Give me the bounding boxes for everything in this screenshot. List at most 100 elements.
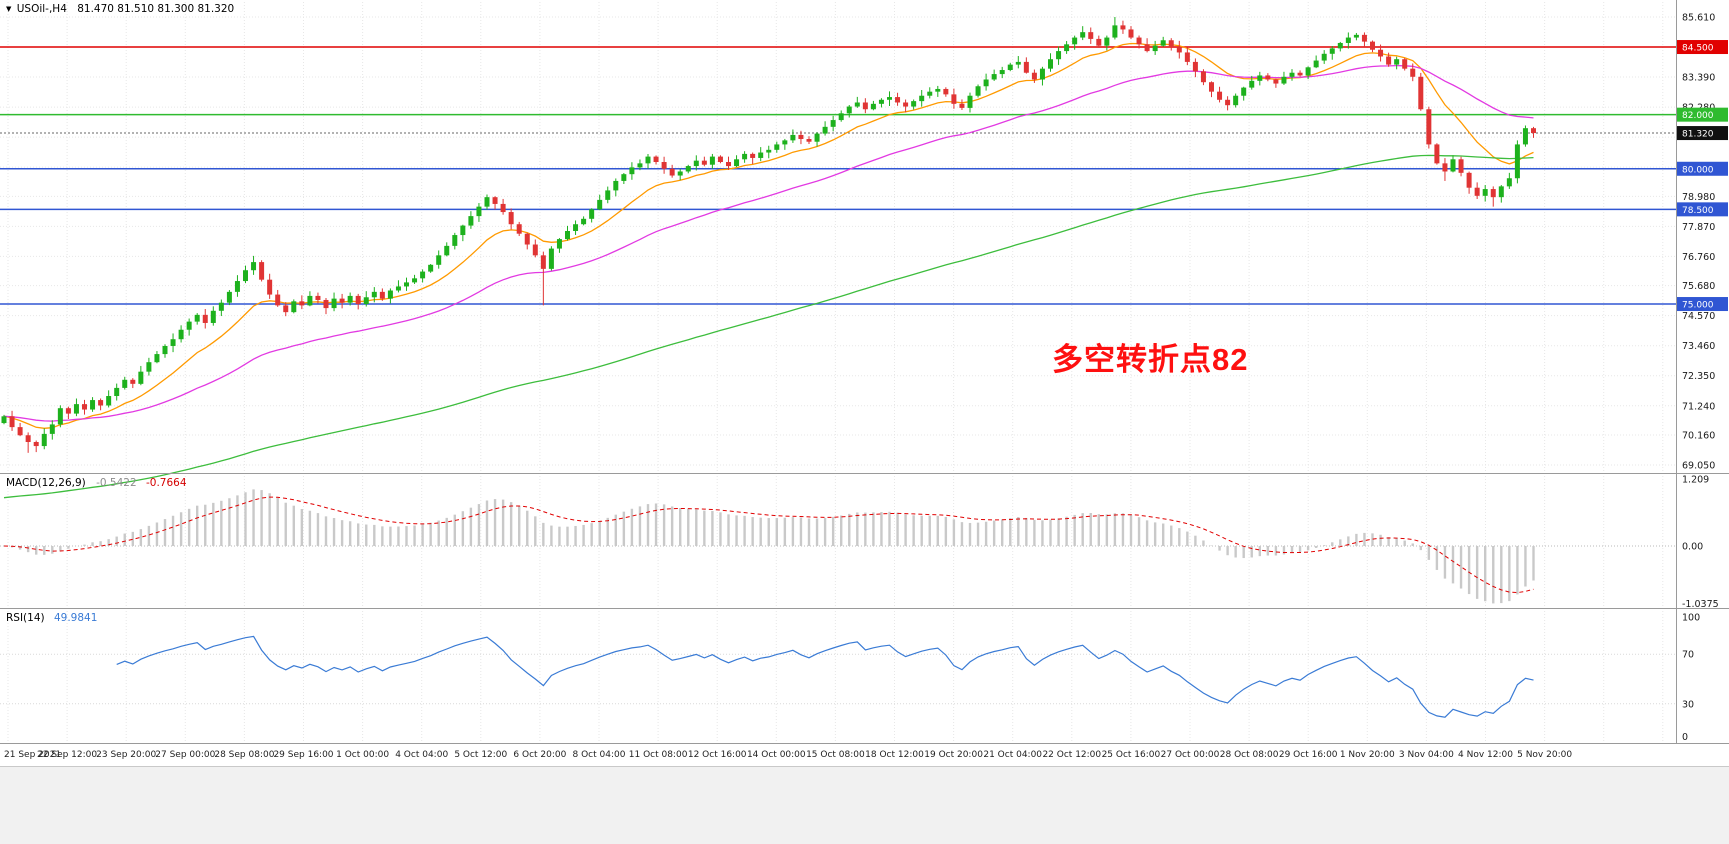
candle-body [283, 305, 289, 313]
macd-axis-label: 1.209 [1682, 475, 1709, 486]
candle-body [645, 156, 651, 164]
time-label: 22 Sep 12:00 [37, 750, 97, 760]
time-label: 8 Oct 04:00 [573, 750, 626, 760]
price-axis-label: 83.390 [1682, 73, 1715, 84]
candle-body [73, 404, 79, 414]
candle-body [653, 156, 659, 163]
candle-body [991, 74, 997, 80]
candle-body [1200, 71, 1206, 83]
candle-body [951, 94, 957, 104]
rsi-indicator-label: RSI(14) 49.9841 [6, 612, 97, 624]
candle-body [484, 197, 490, 207]
candle-body [1402, 59, 1408, 69]
time-label: 3 Nov 04:00 [1399, 750, 1454, 760]
candle-body [234, 281, 240, 292]
chart-text-annotation[interactable]: 多空转折点82 [1052, 342, 1249, 377]
candle-body [838, 113, 844, 121]
candle-body [476, 206, 482, 217]
candle-body [516, 224, 522, 234]
price-axis-label: 72.350 [1682, 371, 1715, 382]
candle-body [1048, 59, 1053, 69]
chart-canvas[interactable]: 85.61083.39082.28078.98077.87076.76075.6… [0, 0, 1729, 766]
candle-body [299, 301, 305, 306]
candle-body [629, 167, 635, 175]
candle-body [943, 88, 949, 95]
time-label: 21 Sep 2021 [4, 750, 61, 760]
candle-body [1305, 67, 1311, 76]
candle-body [1168, 40, 1174, 48]
candle-body [1, 416, 7, 424]
candle-body [468, 216, 474, 226]
candle-body [444, 245, 450, 256]
rsi-value: 49.9841 [53, 612, 98, 624]
collapse-triangle-icon[interactable]: ▼ [6, 5, 12, 13]
price-axis-marker-label: 78.500 [1682, 206, 1714, 216]
time-label: 21 Oct 04:00 [983, 750, 1042, 760]
candle-body [1273, 79, 1279, 84]
candle-body [379, 291, 385, 299]
candle-body [1522, 128, 1528, 145]
candle-body [669, 168, 675, 176]
time-label: 29 Sep 16:00 [273, 750, 333, 760]
candle-body [1466, 172, 1472, 188]
candle-body [975, 86, 981, 96]
price-axis-marker [1677, 126, 1728, 141]
chart-title: ▼ USOil-,H4 81.470 81.510 81.300 81.320 [6, 3, 234, 15]
candle-body [259, 262, 265, 280]
candle-body [830, 120, 836, 127]
candle-body [524, 233, 530, 245]
candle-body [1490, 189, 1496, 198]
candle-body [1120, 25, 1126, 30]
candle-body [1056, 51, 1062, 60]
time-label: 18 Oct 12:00 [865, 750, 924, 760]
candle-body [717, 156, 723, 163]
candle-body [734, 159, 740, 167]
rsi-axis-label: 30 [1682, 699, 1694, 710]
candle-body [774, 144, 780, 150]
candle-body [605, 190, 611, 200]
candle-body [540, 255, 546, 269]
time-label: 23 Sep 20:00 [96, 750, 156, 760]
candle-body [701, 160, 707, 165]
time-label: 5 Nov 20:00 [1517, 750, 1572, 760]
macd-name: MACD(12,26,9) [6, 477, 86, 489]
candle-body [750, 153, 756, 158]
time-label: 12 Oct 16:00 [688, 750, 747, 760]
candle-body [1506, 178, 1512, 187]
candle-body [1313, 60, 1319, 68]
candle-body [581, 218, 587, 225]
candle-body [154, 354, 160, 363]
slow-ma-line [3, 154, 1534, 499]
candle-body [1217, 91, 1223, 100]
candle-body [1031, 72, 1037, 80]
candle-body [9, 416, 15, 428]
candle-body [782, 140, 788, 145]
time-label: 15 Oct 08:00 [806, 750, 865, 760]
candle-body [895, 97, 901, 103]
price-axis-label: 74.570 [1682, 311, 1715, 322]
candle-body [822, 126, 828, 134]
price-axis-marker [1677, 107, 1728, 122]
candle-body [404, 282, 409, 287]
rsi-name: RSI(14) [6, 612, 45, 624]
time-label: 25 Oct 16:00 [1102, 750, 1161, 760]
candle-body [661, 162, 667, 169]
price-axis-marker-label: 75.000 [1682, 301, 1714, 311]
candle-body [935, 88, 941, 92]
candle-body [170, 339, 176, 346]
price-axis-label: 71.240 [1682, 401, 1715, 412]
candle-body [25, 435, 31, 443]
rsi-axis-label: 0 [1682, 732, 1688, 743]
candle-body [1450, 159, 1456, 172]
candle-body [1426, 109, 1432, 145]
candle-body [685, 166, 691, 172]
rsi-axis-label: 100 [1682, 613, 1700, 624]
candle-body [999, 70, 1005, 75]
candle-body [1498, 186, 1504, 198]
price-axis-label: 77.870 [1682, 222, 1715, 233]
price-axis-marker-label: 84.500 [1682, 44, 1714, 54]
candle-body [1104, 37, 1110, 46]
candle-body [395, 286, 401, 291]
candle-body [814, 133, 820, 142]
footer-area [0, 766, 1729, 844]
